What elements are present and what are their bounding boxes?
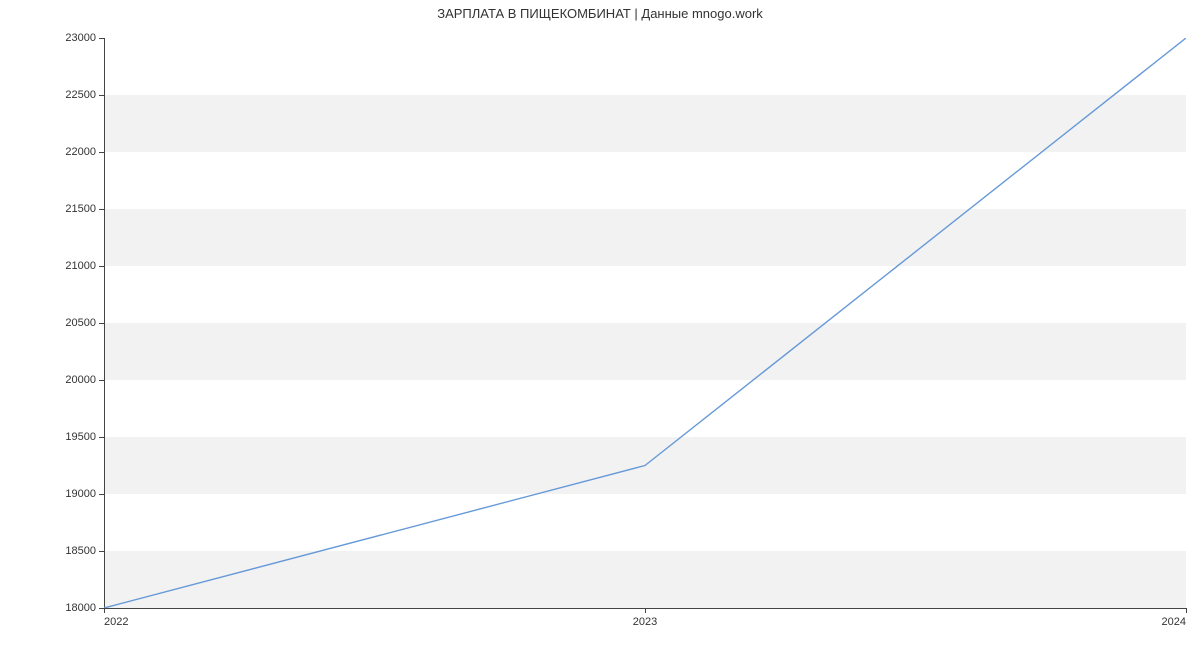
series-line-salary: [104, 38, 1186, 608]
x-tick-label: 2022: [104, 608, 128, 628]
x-tick-label: 2024: [1162, 608, 1186, 628]
x-axis: [104, 608, 1186, 609]
chart-title: ЗАРПЛАТА В ПИЩЕКОМБИНАТ | Данные mnogo.w…: [0, 6, 1200, 21]
plot-area: 1800018500190001950020000205002100021500…: [104, 38, 1186, 608]
salary-line-chart: ЗАРПЛАТА В ПИЩЕКОМБИНАТ | Данные mnogo.w…: [0, 0, 1200, 650]
x-tick-mark: [1186, 608, 1187, 613]
line-layer: [104, 38, 1186, 608]
